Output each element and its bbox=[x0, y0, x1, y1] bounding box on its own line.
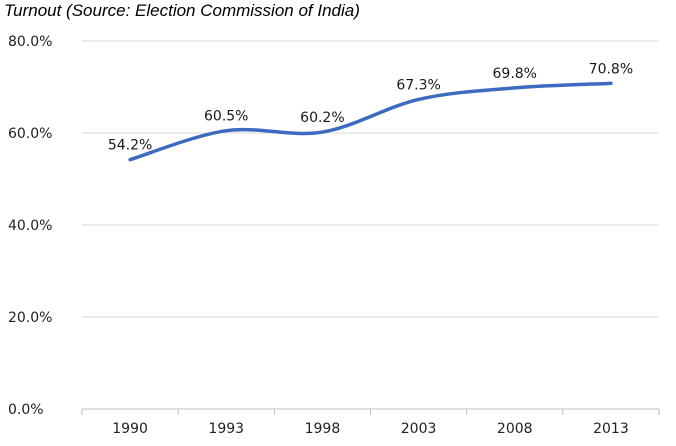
y-tick-label: 20.0% bbox=[8, 310, 52, 326]
data-point bbox=[320, 130, 324, 134]
data-point bbox=[128, 158, 132, 162]
x-tick-label: 1993 bbox=[208, 421, 244, 437]
x-tick-label: 2013 bbox=[593, 421, 629, 437]
data-label: 60.2% bbox=[300, 110, 344, 126]
y-tick-label: 0.0% bbox=[8, 402, 44, 418]
data-label: 67.3% bbox=[396, 77, 440, 93]
series-line-turnout bbox=[128, 81, 613, 162]
data-label: 70.8% bbox=[589, 61, 633, 77]
y-tick-label: 80.0% bbox=[8, 34, 52, 50]
data-label: 60.5% bbox=[204, 109, 248, 125]
x-tick-label: 2003 bbox=[401, 421, 437, 437]
data-point bbox=[417, 97, 421, 101]
y-tick-label: 40.0% bbox=[8, 218, 52, 234]
y-tick-label: 60.0% bbox=[8, 126, 52, 142]
x-tick-label: 1998 bbox=[305, 421, 341, 437]
x-tick-label: 2008 bbox=[497, 421, 533, 437]
data-point bbox=[513, 86, 517, 90]
x-tick-label: 1990 bbox=[112, 421, 148, 437]
data-point bbox=[609, 81, 613, 85]
data-label: 69.8% bbox=[493, 66, 537, 82]
data-label: 54.2% bbox=[108, 138, 152, 154]
data-point bbox=[224, 129, 228, 133]
chart-title: Turnout (Source: Election Commission of … bbox=[4, 1, 360, 20]
